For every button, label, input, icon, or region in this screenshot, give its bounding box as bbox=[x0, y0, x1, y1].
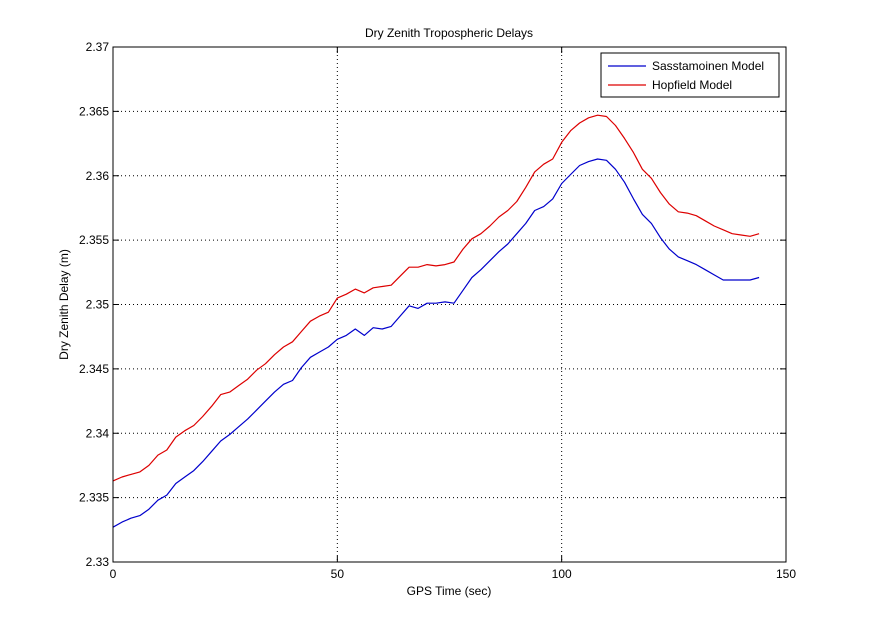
series-line-sasstamoinen bbox=[112, 158, 760, 528]
legend-label-hopfield: Hopfield Model bbox=[652, 78, 732, 92]
legend-label-sasstamoinen: Sasstamoinen Model bbox=[652, 59, 764, 73]
series-line-hopfield bbox=[112, 114, 760, 482]
x-tick-label: 50 bbox=[331, 567, 345, 581]
legend-box bbox=[600, 52, 780, 98]
y-tick-label: 2.335 bbox=[79, 491, 109, 505]
y-tick-label: 2.34 bbox=[86, 426, 110, 440]
legend: Sasstamoinen Model Hopfield Model bbox=[600, 52, 780, 98]
y-tick-label: 2.37 bbox=[86, 40, 110, 54]
series-lines bbox=[112, 114, 760, 528]
x-tick-label: 150 bbox=[776, 567, 796, 581]
x-axis-label: GPS Time (sec) bbox=[407, 584, 492, 598]
x-tick-label: 100 bbox=[552, 567, 572, 581]
axis-ticks bbox=[112, 46, 787, 563]
grid-lines bbox=[113, 47, 786, 562]
y-tick-label: 2.365 bbox=[79, 104, 109, 118]
y-tick-label: 2.35 bbox=[86, 298, 110, 312]
y-axis-label: Dry Zenith Delay (m) bbox=[57, 249, 71, 360]
x-tick-label: 0 bbox=[110, 567, 117, 581]
tick-labels: 0 50 100 150 2.33 2.335 2.34 2.345 2.35 2.355 2.36… bbox=[79, 40, 796, 581]
y-tick-label: 2.345 bbox=[79, 362, 109, 376]
chart-title: Dry Zenith Tropospheric Delays bbox=[365, 26, 533, 40]
y-tick-label: 2.36 bbox=[86, 169, 110, 183]
y-tick-label: 2.355 bbox=[79, 233, 109, 247]
y-tick-label: 2.33 bbox=[86, 555, 110, 569]
